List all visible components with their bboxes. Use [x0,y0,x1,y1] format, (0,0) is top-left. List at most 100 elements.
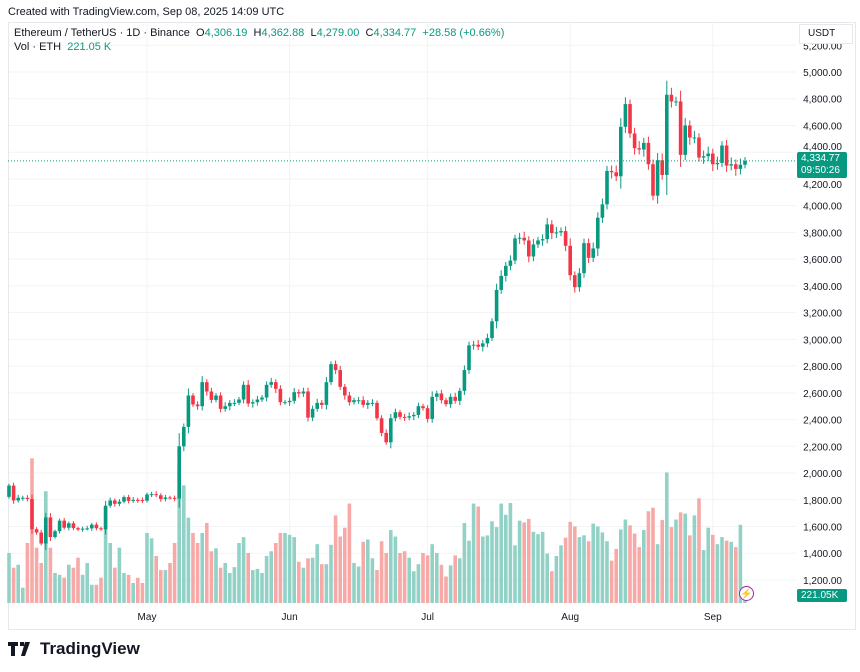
candle-body [44,517,48,544]
candle-body [269,382,273,385]
candle [246,380,250,407]
volume-bar [310,557,315,603]
candle [122,495,126,504]
volume-bar [191,533,195,603]
candle-body [223,406,227,409]
volume-bar [550,571,554,603]
candle [425,405,430,423]
current-price: 4,334.77 [801,153,840,164]
candle [628,99,632,138]
candle-body [53,531,57,538]
volume-bar [260,573,264,603]
candle [228,400,232,411]
low-value: 4,279.00 [316,27,360,39]
candle-body [683,125,687,155]
candle-body [329,364,333,383]
candle-body [62,520,66,528]
candle [168,495,172,500]
candle [278,385,283,406]
close-label: C [365,27,374,39]
candle-body [692,137,697,139]
candle-body [628,104,632,134]
volume-bar [251,570,255,603]
candle-body [467,345,471,371]
lightning-icon[interactable]: ⚡ [739,586,754,601]
open-value: 4,306.19 [204,27,248,39]
price-tick-label: 3,200.00 [803,309,842,320]
candle [632,127,637,155]
candle [527,236,531,263]
candle-body [255,399,260,403]
candle [402,413,407,422]
volume-bar [628,525,632,603]
volume-bar [582,535,586,603]
candle-body [315,402,319,409]
time-tick-label: Jun [282,612,298,623]
volume-bar [715,544,720,603]
volume-bar [504,514,508,603]
candle-body [439,393,444,401]
volume-bar [577,537,582,603]
candle-body [697,137,701,158]
candle-body [301,391,306,394]
candle [370,399,375,407]
volume-bar [67,564,71,603]
candle [407,412,411,421]
tradingview-logo: TradingView [8,639,140,659]
candle-body [379,418,384,433]
candle-body [343,386,347,396]
created-with-note: Created with TradingView.com, Sep 08, 20… [8,6,285,18]
volume-bar [292,537,296,603]
candle-body [407,416,411,418]
volume-bar [389,530,393,603]
candle-body [481,343,485,347]
candle [720,141,724,168]
candle [76,526,80,531]
volume-bar [522,522,526,603]
volume-bar [347,503,352,603]
candle [145,492,149,503]
volume-bar [315,544,319,603]
volume-bar [559,545,563,603]
volume-bar [186,517,191,603]
volume-bar [458,558,462,603]
candle-body [108,500,112,506]
volume-label[interactable]: Vol · ETH [14,41,62,53]
price-tick-label: 4,200.00 [803,180,842,191]
candle-body [609,170,614,173]
candle [471,340,476,350]
candle [48,513,53,542]
candle-body [232,402,237,404]
candle-body [159,495,163,499]
candle-body [655,160,660,196]
volume-bar [94,584,99,603]
candle-body [660,160,664,175]
volume-bar [7,553,11,603]
candle [62,518,66,530]
candle-body [531,244,536,257]
candle [283,399,287,405]
candle-body [715,162,720,165]
candle [734,159,738,176]
candle [241,381,246,404]
currency-button[interactable]: USDT [799,24,853,44]
volume-bar [499,503,503,603]
candle-body [25,497,30,499]
symbol-name[interactable]: Ethereum / TetherUS · 1D · Binance [14,27,190,39]
candle-body [665,94,669,175]
candle-body [729,164,733,166]
time-tick-label: Sep [704,612,722,623]
candle-body [517,237,522,239]
candle [163,494,168,502]
candle [540,234,545,246]
candle [614,165,618,182]
candle-body [550,224,554,234]
volume-bar [655,544,660,603]
candle [458,387,462,406]
volume-bar [218,567,223,603]
volume-bar [11,567,16,603]
candle-body [402,416,407,418]
candle [315,398,319,412]
candle-body [605,170,609,205]
